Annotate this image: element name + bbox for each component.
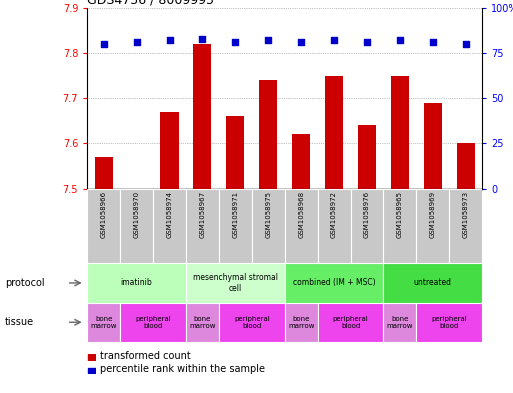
Bar (87, 303, 120, 342)
Point (330, 37, 338, 44)
Text: GSM1058969: GSM1058969 (430, 191, 436, 238)
Text: imatinib: imatinib (121, 279, 152, 287)
Text: bone
marrow: bone marrow (90, 316, 117, 329)
Point (396, 37, 404, 44)
Text: GSM1058966: GSM1058966 (101, 191, 107, 238)
Text: GSM1058973: GSM1058973 (463, 191, 469, 238)
Point (363, 39, 371, 45)
Point (100, 41, 108, 47)
Text: GSM1058974: GSM1058974 (167, 191, 172, 238)
Text: peripheral
blood: peripheral blood (234, 316, 270, 329)
Text: percentile rank within the sample: percentile rank within the sample (100, 364, 265, 375)
Bar (94, 157, 113, 189)
Bar (87, 189, 120, 263)
Bar (193, 44, 211, 189)
Text: GSM1058976: GSM1058976 (364, 191, 370, 238)
Point (199, 35, 207, 42)
Point (231, 39, 240, 45)
Point (297, 39, 305, 45)
Text: GSM1058967: GSM1058967 (200, 191, 205, 238)
Bar (219, 189, 252, 263)
Text: peripheral
blood: peripheral blood (135, 316, 171, 329)
Text: GSM1058975: GSM1058975 (265, 191, 271, 238)
Point (132, 39, 141, 45)
Bar (318, 189, 350, 263)
Text: GSM1058970: GSM1058970 (133, 191, 140, 238)
Text: mesenchymal stromal
cell: mesenchymal stromal cell (193, 273, 278, 293)
Text: GSM1058972: GSM1058972 (331, 191, 337, 238)
Bar (292, 134, 310, 189)
Bar (153, 189, 186, 263)
Bar (457, 143, 475, 189)
Bar (186, 263, 285, 303)
Text: bone
marrow: bone marrow (189, 316, 215, 329)
Bar (350, 189, 383, 263)
Bar (449, 189, 482, 263)
Bar (285, 303, 318, 342)
Bar (285, 189, 318, 263)
Text: bone
marrow: bone marrow (288, 316, 314, 329)
Bar (259, 80, 278, 189)
Bar (186, 303, 219, 342)
Bar (325, 75, 343, 189)
Point (264, 37, 272, 44)
Bar (383, 303, 417, 342)
Text: tissue: tissue (5, 317, 34, 327)
Bar (186, 189, 219, 263)
Text: untreated: untreated (414, 279, 452, 287)
Bar (87, 263, 186, 303)
Bar (318, 303, 383, 342)
Text: peripheral
blood: peripheral blood (431, 316, 467, 329)
Point (462, 41, 470, 47)
Bar (383, 263, 482, 303)
Bar (391, 75, 409, 189)
Bar (120, 303, 186, 342)
Point (429, 39, 437, 45)
Bar (424, 103, 442, 189)
Bar (219, 303, 285, 342)
Bar (120, 189, 153, 263)
Bar (285, 263, 383, 303)
Text: GSM1058968: GSM1058968 (298, 191, 304, 238)
Text: transformed count: transformed count (100, 351, 191, 361)
Text: combined (IM + MSC): combined (IM + MSC) (293, 279, 376, 287)
Bar (252, 189, 285, 263)
Bar (226, 116, 244, 189)
Text: bone
marrow: bone marrow (387, 316, 413, 329)
Text: GSM1058971: GSM1058971 (232, 191, 239, 238)
Bar (417, 303, 482, 342)
Bar (417, 189, 449, 263)
Text: GDS4756 / 8009995: GDS4756 / 8009995 (87, 0, 214, 7)
Bar (161, 112, 179, 189)
Bar (383, 189, 417, 263)
Point (165, 37, 173, 44)
Text: GSM1058965: GSM1058965 (397, 191, 403, 238)
Bar (88, 368, 95, 373)
Bar (88, 354, 95, 360)
Text: protocol: protocol (5, 278, 45, 288)
Bar (358, 125, 376, 189)
Text: peripheral
blood: peripheral blood (332, 316, 368, 329)
